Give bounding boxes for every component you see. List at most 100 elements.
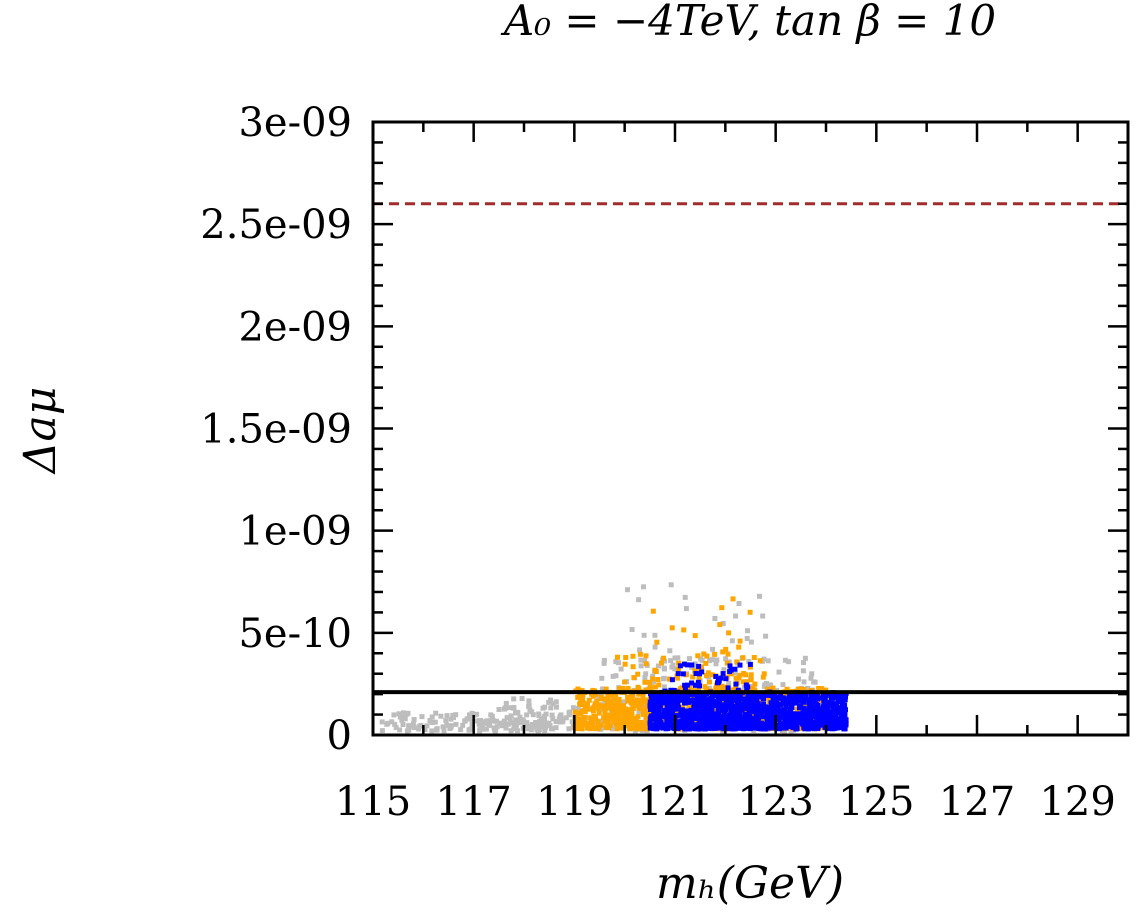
data-point (441, 728, 447, 734)
data-point (828, 710, 834, 716)
data-point (729, 687, 735, 693)
data-point (780, 710, 786, 716)
data-point (637, 647, 643, 653)
data-point (521, 722, 527, 728)
data-point (638, 702, 644, 708)
data-point (630, 653, 636, 659)
data-point (643, 710, 649, 716)
data-point (591, 713, 597, 719)
data-point (581, 715, 587, 721)
data-point (511, 705, 517, 711)
data-point (647, 725, 653, 731)
data-point (725, 651, 731, 657)
data-point (655, 695, 661, 701)
data-point (820, 691, 826, 697)
data-point (672, 666, 678, 672)
data-point (808, 675, 814, 681)
data-point (638, 698, 644, 704)
data-point (725, 718, 731, 724)
data-point (648, 709, 654, 715)
data-point (596, 722, 602, 728)
data-point (464, 716, 470, 722)
data-point (563, 715, 569, 721)
data-point (636, 709, 642, 715)
data-point (643, 687, 649, 693)
data-point (688, 709, 694, 715)
data-point (793, 700, 799, 706)
data-point (761, 671, 767, 677)
data-point (438, 713, 444, 719)
data-point (802, 655, 808, 661)
x-tick-label: 121 (637, 779, 713, 825)
data-point (511, 724, 517, 730)
data-point (519, 696, 525, 701)
data-point (554, 704, 559, 710)
data-point (733, 686, 739, 692)
data-point (702, 709, 708, 715)
data-point (653, 669, 659, 675)
data-point (684, 662, 690, 668)
data-point (736, 675, 742, 681)
data-point (745, 696, 750, 702)
data-point (655, 677, 661, 682)
data-point (794, 723, 800, 729)
data-point (411, 717, 417, 722)
data-point (817, 719, 823, 725)
data-point (460, 722, 466, 728)
data-point (513, 717, 519, 723)
data-point (813, 692, 819, 698)
data-point (821, 708, 827, 714)
data-point (643, 671, 649, 677)
data-point (709, 657, 715, 663)
data-point (715, 676, 721, 682)
data-point (643, 653, 649, 659)
data-point (672, 706, 678, 712)
data-point (819, 715, 825, 721)
data-point (838, 725, 843, 731)
data-point (616, 660, 621, 666)
data-point (681, 627, 687, 633)
data-point (676, 660, 682, 666)
data-point (668, 582, 674, 588)
data-point (429, 720, 435, 725)
data-point (743, 711, 748, 717)
data-point (791, 717, 797, 723)
data-point (644, 700, 650, 706)
data-point (784, 686, 790, 692)
data-point (777, 695, 783, 701)
data-point (801, 679, 807, 685)
data-point (748, 677, 754, 683)
data-point (542, 713, 547, 719)
data-point (730, 719, 736, 725)
data-point (634, 716, 640, 721)
data-point (650, 676, 656, 682)
data-point (705, 715, 711, 721)
data-point (689, 687, 694, 693)
data-point (610, 726, 615, 732)
data-point (677, 697, 683, 703)
data-point (761, 696, 766, 702)
data-point (664, 696, 670, 701)
data-point (807, 719, 813, 725)
data-point (401, 710, 406, 716)
y-tick-label: 3e-09 (238, 100, 352, 146)
data-point (768, 711, 773, 717)
data-point (675, 671, 681, 677)
data-point (747, 714, 753, 719)
data-point (682, 685, 688, 691)
data-point (601, 703, 607, 709)
data-point (746, 659, 752, 664)
data-point (476, 718, 482, 723)
data-point (681, 716, 687, 722)
data-point (721, 667, 727, 673)
data-point (636, 597, 642, 603)
data-point (666, 676, 672, 682)
data-point (474, 711, 480, 717)
data-point (842, 696, 848, 702)
data-point (659, 660, 664, 666)
data-point (769, 722, 775, 728)
data-point (651, 706, 657, 712)
data-point (616, 719, 621, 725)
data-point (595, 719, 601, 725)
data-point (609, 716, 615, 722)
